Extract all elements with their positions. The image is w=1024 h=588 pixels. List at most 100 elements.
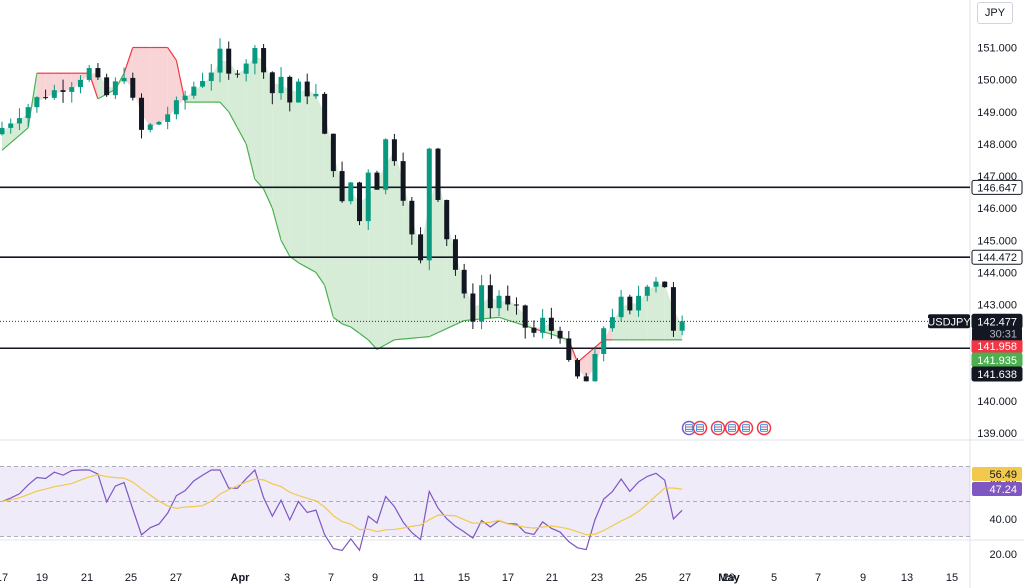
price-tick-label: 145.000	[977, 235, 1017, 247]
rsi-tick-label: 40.00	[989, 514, 1017, 526]
time-tick-label: 15	[946, 572, 958, 584]
cloud-segment	[228, 61, 238, 128]
candle-body	[391, 139, 397, 162]
cloud-segment	[647, 284, 656, 340]
candle-body	[147, 124, 153, 130]
trailing-stop-line	[27, 73, 38, 128]
cloud-segment	[307, 88, 316, 273]
candle-body	[566, 338, 572, 361]
cloud-segment	[359, 196, 369, 340]
trailing-stop-line	[359, 332, 369, 341]
rsi-tick-label: 20.00	[989, 549, 1017, 561]
cloud-segment	[289, 89, 299, 263]
candle-body	[374, 172, 380, 190]
candle-body	[86, 68, 92, 80]
candle-body	[365, 172, 371, 222]
currency-selector[interactable]: JPY	[977, 2, 1013, 24]
time-tick-label: 27	[170, 572, 182, 584]
cloud-segment	[254, 55, 264, 189]
trailing-stop-line	[19, 127, 29, 136]
candle-body	[182, 95, 188, 101]
time-tick-label: 7	[815, 572, 821, 584]
candle-body	[653, 281, 659, 287]
price-tick-label: 140.000	[977, 396, 1017, 408]
event-flag-icon[interactable]	[710, 420, 726, 436]
time-tick-label: 9	[860, 572, 866, 584]
candle-body	[522, 305, 528, 328]
candle-body	[513, 304, 519, 306]
candle-body	[165, 114, 171, 122]
candle-body	[104, 77, 110, 96]
time-tick-label: 25	[635, 572, 647, 584]
trailing-stop-line	[403, 337, 412, 340]
trailing-stop-line	[1, 142, 12, 151]
candle-body	[51, 90, 57, 98]
economic-events	[681, 420, 772, 436]
candle-body	[540, 317, 546, 333]
candle-body	[592, 353, 598, 382]
cloud-segment	[281, 85, 290, 257]
price-tick-label: 139.000	[977, 428, 1017, 440]
time-tick-label: 11	[413, 572, 424, 584]
candle-body	[25, 107, 31, 119]
trailing-stop-line	[420, 336, 430, 339]
candle-body	[505, 295, 511, 305]
trailing-stop-line	[315, 272, 326, 286]
time-tick-label: 27	[679, 572, 691, 584]
trailing-stop-cloud	[1, 46, 683, 379]
price-tag-label: 141.958	[977, 341, 1017, 353]
candle-body	[531, 327, 537, 333]
time-tick-label: 17	[502, 572, 514, 584]
candle-body	[461, 269, 467, 294]
candle-body	[295, 81, 301, 103]
candle-body	[644, 286, 650, 296]
trailing-stop-line	[429, 332, 439, 338]
countdown-label: 30:31	[989, 328, 1017, 340]
rsi-value-tag	[972, 482, 1022, 496]
time-tick-label: 7	[328, 572, 334, 584]
event-flag-icon[interactable]	[738, 420, 754, 436]
candle-body	[557, 330, 563, 339]
trailing-stop-line	[280, 239, 291, 257]
candle-body	[409, 200, 415, 235]
candle-body	[339, 171, 345, 202]
candle-body	[304, 81, 310, 97]
cloud-segment	[263, 60, 273, 209]
time-tick-label: 5	[771, 572, 777, 584]
candle-body	[191, 86, 197, 96]
trailing-stop-line	[490, 316, 500, 319]
cloud-segment	[507, 300, 517, 323]
candle-body	[234, 73, 240, 75]
trailing-stop-line	[123, 47, 134, 74]
event-flag-icon[interactable]	[724, 420, 740, 436]
candle-body	[601, 328, 607, 354]
price-tag	[971, 179, 1023, 195]
candle-body	[208, 72, 214, 81]
trailing-stop-line	[228, 111, 238, 129]
candle-body	[670, 287, 676, 331]
time-tick-label: 19	[36, 572, 48, 584]
candle-body	[243, 63, 249, 74]
candle-body	[418, 234, 424, 261]
candle-body	[348, 182, 354, 202]
candle-body	[322, 93, 328, 134]
time-tick-label: 21	[81, 572, 93, 584]
time-tick-label: 29	[723, 572, 735, 584]
event-flag-icon[interactable]	[681, 420, 697, 436]
event-flag-icon[interactable]	[756, 420, 772, 436]
trailing-stop-line	[324, 285, 334, 318]
cloud-segment	[193, 83, 203, 103]
price-tags: 146.647 144.472 142.477 141.958 141.935 141.6…	[927, 179, 1023, 382]
candle-body	[609, 317, 615, 329]
event-flag-icon[interactable]	[692, 420, 708, 436]
price-tick-label: 146.000	[977, 203, 1017, 215]
candle-body	[34, 97, 40, 108]
cloud-segment	[455, 254, 465, 325]
trailing-stop-line	[446, 324, 456, 330]
cloud-segment	[385, 150, 395, 345]
candle-body	[548, 317, 554, 331]
cloud-segment	[63, 73, 72, 92]
candle-body	[583, 376, 589, 382]
